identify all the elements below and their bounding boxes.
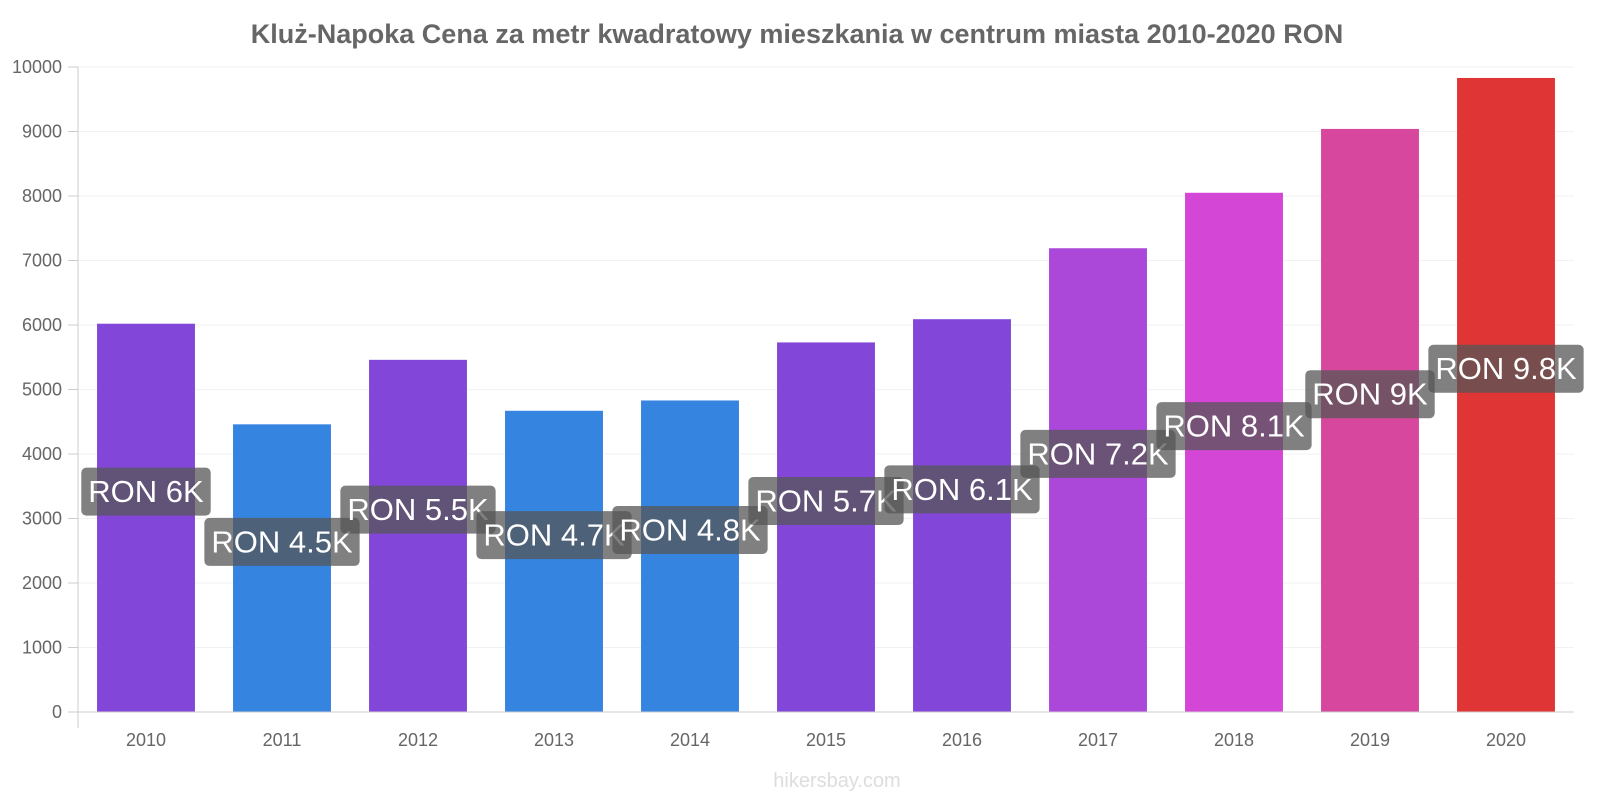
data-label-text: RON 9.8K (1435, 351, 1577, 386)
data-label-text: RON 8.1K (1163, 409, 1305, 444)
x-tick-label: 2014 (670, 730, 710, 750)
data-label: RON 4.7K (476, 511, 632, 560)
bar (913, 319, 1011, 712)
bar (233, 424, 331, 712)
y-tick-label: 0 (52, 702, 62, 722)
x-tick-label: 2019 (1350, 730, 1390, 750)
bar (1185, 192, 1283, 712)
x-tick-label: 2010 (126, 730, 166, 750)
data-label-text: RON 4.8K (619, 512, 761, 547)
x-tick-label: 2011 (263, 730, 302, 750)
data-label: RON 6.1K (884, 465, 1040, 514)
y-tick-label: 8000 (22, 186, 62, 206)
data-label-box (1156, 402, 1312, 451)
x-tick-label: 2012 (398, 730, 438, 750)
y-tick-label: 5000 (22, 380, 62, 400)
x-tick-label: 2018 (1214, 730, 1254, 750)
data-label-box (1305, 370, 1435, 419)
data-label-box (476, 511, 632, 560)
bar (1321, 128, 1419, 713)
source-credit: hikersbay.com (773, 770, 900, 792)
x-tick-label: 2015 (806, 730, 846, 750)
bar (1049, 248, 1147, 712)
data-label-text: RON 9K (1312, 377, 1428, 412)
data-label-text: RON 6K (88, 474, 204, 509)
data-label: RON 9.8K (1428, 344, 1584, 393)
data-label-box (612, 505, 768, 554)
data-label-box (1020, 429, 1176, 478)
data-label-text: RON 5.5K (347, 492, 489, 527)
data-label-text: RON 4.7K (483, 518, 625, 553)
data-label: RON 5.5K (340, 485, 496, 534)
y-tick-label: 9000 (22, 122, 62, 142)
data-label-text: RON 7.2K (1027, 436, 1169, 471)
x-tick-label: 2017 (1078, 730, 1118, 750)
data-label-box (81, 467, 211, 516)
x-tick-label: 2016 (942, 730, 982, 750)
y-tick-label: 10000 (12, 57, 62, 77)
y-axis: 0 1000 2000 3000 4000 5000 6000 7000 8000 9000 100… (12, 57, 79, 728)
bar (777, 342, 875, 712)
y-tick-label: 4000 (22, 444, 62, 464)
bars (97, 77, 1555, 713)
data-label: RON 5.7K (748, 476, 904, 525)
data-label-box (340, 485, 496, 534)
data-label-text: RON 6.1K (891, 472, 1033, 507)
bar (369, 359, 467, 712)
data-label-text: RON 5.7K (755, 483, 897, 518)
data-label: RON 6K (81, 467, 211, 516)
bar (97, 323, 195, 712)
data-label-box (748, 476, 904, 525)
data-label: RON 4.8K (612, 505, 768, 554)
y-tick-label: 6000 (22, 315, 62, 335)
x-tick-label: 2013 (534, 730, 574, 750)
chart-title: Kluż-Napoka Cena za metr kwadratowy mies… (251, 19, 1343, 49)
data-label: RON 9K (1305, 370, 1435, 419)
data-label: RON 4.5K (204, 517, 360, 566)
data-label-box (204, 517, 360, 566)
data-label-box (884, 465, 1040, 514)
x-axis: 2010 2011 2012 2013 2014 2015 2016 2017 2018 2019… (78, 711, 1574, 750)
y-tick-label: 3000 (22, 509, 62, 529)
y-tick-label: 2000 (22, 573, 62, 593)
data-label: RON 8.1K (1156, 402, 1312, 451)
data-label-box (1428, 344, 1584, 393)
data-label-text: RON 4.5K (211, 524, 353, 559)
bar (1457, 77, 1555, 713)
y-tick-label: 7000 (22, 251, 62, 271)
bar (505, 410, 603, 712)
data-label: RON 7.2K (1020, 429, 1176, 478)
x-tick-label: 2020 (1486, 730, 1526, 750)
bar (641, 400, 739, 712)
y-tick-label: 1000 (22, 638, 62, 658)
